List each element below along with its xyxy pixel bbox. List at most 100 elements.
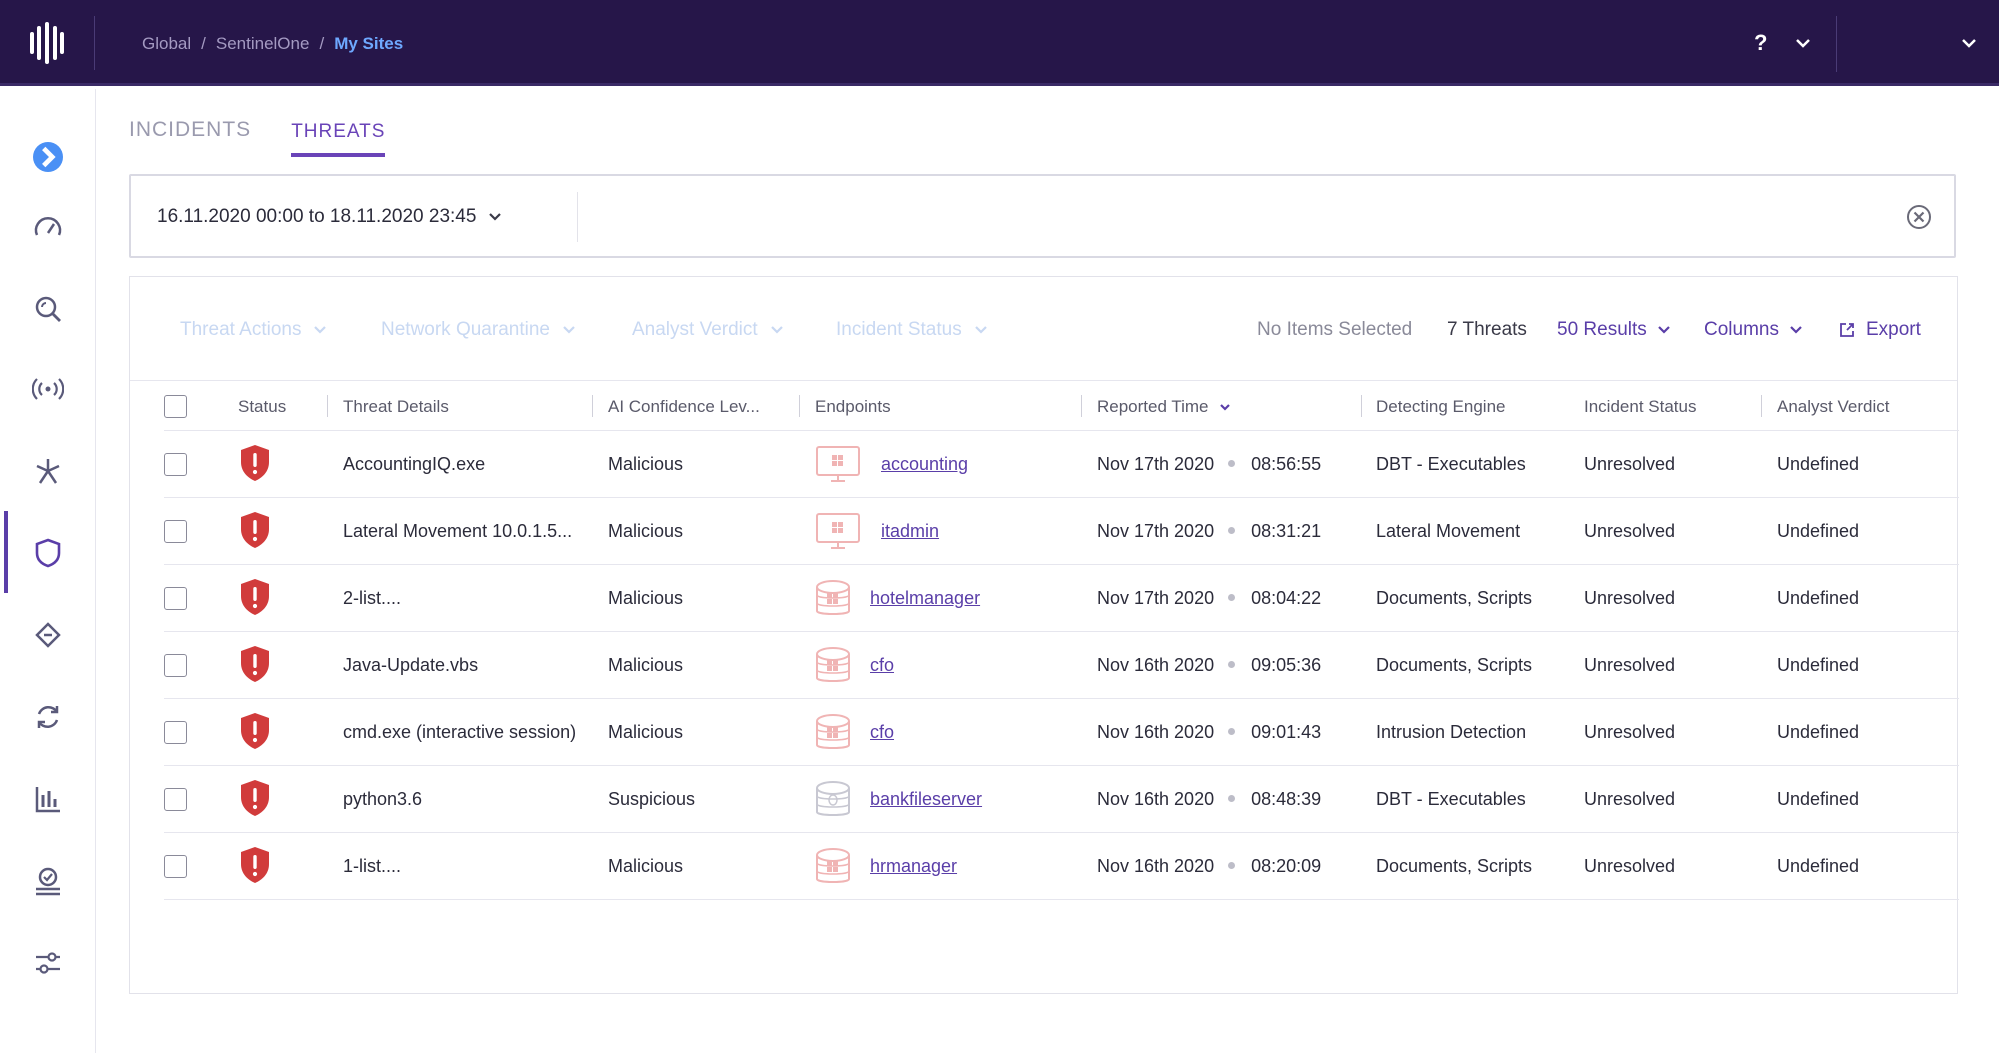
sidebar-item-threats[interactable]: [0, 511, 96, 593]
threat-shield-icon: [241, 780, 269, 816]
detecting-engine: DBT - Executables: [1376, 454, 1526, 474]
table-header: Status Threat Details AI Confidence Lev.…: [164, 381, 1959, 431]
row-checkbox[interactable]: [164, 788, 187, 811]
reported-clock: 08:48:39: [1251, 789, 1322, 809]
endpoint-link[interactable]: bankfileserver: [870, 789, 983, 809]
select-all-checkbox[interactable]: [164, 395, 187, 418]
reported-time: Nov 16th 2020 09:01:43: [1097, 722, 1321, 743]
clear-filter-icon[interactable]: [1906, 204, 1932, 230]
sidebar: [0, 89, 96, 1053]
reported-time: Nov 17th 2020 08:31:21: [1097, 521, 1321, 542]
row-checkbox[interactable]: [164, 453, 187, 476]
table-row[interactable]: AccountingIQ.exe Malicious accounting Nov 1…: [164, 431, 1959, 498]
reported-date: Nov 17th 2020: [1097, 521, 1215, 541]
analyst-verdict-dropdown[interactable]: Analyst Verdict: [632, 319, 784, 341]
detecting-engine: Documents, Scripts: [1376, 856, 1533, 876]
column-header-detecting-engine[interactable]: Detecting Engine: [1376, 397, 1506, 416]
results-per-page-dropdown[interactable]: 50 Results: [1557, 319, 1671, 341]
sidebar-item-settings[interactable]: [0, 933, 96, 993]
reported-time: Nov 16th 2020 08:20:09: [1097, 856, 1321, 877]
row-checkbox[interactable]: [164, 654, 187, 677]
threat-details[interactable]: Lateral Movement 10.0.1.5...: [343, 521, 573, 541]
date-range-picker[interactable]: 16.11.2020 00:00 to 18.11.2020 23:45: [157, 206, 502, 228]
row-checkbox[interactable]: [164, 721, 187, 744]
sidebar-item-dashboard[interactable]: [0, 199, 96, 259]
threat-actions-dropdown[interactable]: Threat Actions: [180, 319, 327, 341]
sidebar-item-network[interactable]: [0, 441, 96, 501]
reported-clock: 08:20:09: [1251, 856, 1322, 876]
help-button[interactable]: ?: [1754, 30, 1768, 55]
sync-icon: [37, 705, 59, 729]
sliders-icon: [36, 952, 60, 974]
sidebar-item-sync[interactable]: [0, 687, 96, 747]
sidebar-item-search[interactable]: [0, 279, 96, 339]
table-row[interactable]: 2-list.... Malicious hotelmanager Nov 17th …: [164, 565, 1959, 632]
sidebar-item-reports[interactable]: [0, 769, 96, 829]
table-row[interactable]: Java-Update.vbs Malicious cfo Nov 16th 2020…: [164, 632, 1959, 699]
breadcrumb-my-sites[interactable]: My Sites: [334, 34, 404, 53]
column-header-incident-status[interactable]: Incident Status: [1584, 397, 1697, 416]
reported-date: Nov 16th 2020: [1097, 789, 1215, 809]
threat-details[interactable]: cmd.exe (interactive session): [343, 722, 577, 742]
breadcrumb-sentinelone[interactable]: SentinelOne: [215, 34, 310, 53]
threat-details[interactable]: 1-list....: [343, 856, 402, 876]
separator-dot: [1228, 594, 1236, 602]
filter-divider: [577, 192, 578, 242]
column-header-endpoints[interactable]: Endpoints: [815, 397, 891, 416]
threat-details[interactable]: python3.6: [343, 789, 423, 809]
tab-threats[interactable]: THREATS: [291, 118, 386, 157]
table-row[interactable]: python3.6 Suspicious bankfileserver Nov 16t…: [164, 766, 1959, 833]
incident-status: Unresolved: [1584, 655, 1676, 675]
threats-panel: Threat Actions Network Quarantine Analys…: [129, 276, 1959, 994]
endpoint-link[interactable]: itadmin: [881, 521, 940, 541]
user-menu-chevron-icon[interactable]: [1960, 36, 1978, 50]
endpoint-link[interactable]: cfo: [870, 655, 895, 675]
column-header-reported-time[interactable]: Reported Time: [1097, 397, 1231, 417]
column-header-status[interactable]: Status: [238, 397, 287, 416]
row-checkbox[interactable]: [164, 855, 187, 878]
export-label: Export: [1866, 319, 1921, 340]
column-header-analyst-verdict[interactable]: Analyst Verdict: [1777, 397, 1890, 416]
reported-time: Nov 16th 2020 09:05:36: [1097, 655, 1321, 676]
sidebar-item-rules[interactable]: [0, 605, 96, 665]
row-checkbox[interactable]: [164, 520, 187, 543]
threat-details[interactable]: AccountingIQ.exe: [343, 454, 486, 474]
incident-status: Unresolved: [1584, 588, 1676, 608]
columns-dropdown[interactable]: Columns: [1704, 319, 1803, 341]
row-checkbox[interactable]: [164, 587, 187, 610]
column-separator: [1761, 395, 1762, 417]
threat-details[interactable]: Java-Update.vbs: [343, 655, 479, 675]
endpoint-link[interactable]: cfo: [870, 722, 895, 742]
separator-dot: [1228, 728, 1236, 736]
column-separator: [1081, 395, 1082, 417]
endpoint-link[interactable]: hrmanager: [870, 856, 958, 876]
table-row[interactable]: Lateral Movement 10.0.1.5... Malicious ita…: [164, 498, 1959, 565]
reported-date: Nov 16th 2020: [1097, 655, 1215, 675]
column-header-ai-confidence[interactable]: AI Confidence Lev...: [608, 397, 760, 416]
sidebar-expand-button[interactable]: [0, 127, 96, 187]
reported-date: Nov 16th 2020: [1097, 722, 1215, 742]
top-divider: [94, 16, 95, 70]
reported-clock: 08:04:22: [1251, 588, 1322, 608]
table-row[interactable]: 1-list.... Malicious hrmanager Nov 16th 202…: [164, 833, 1959, 900]
sentinelone-logo-icon[interactable]: [28, 22, 66, 64]
breadcrumb-global[interactable]: Global: [142, 34, 192, 53]
column-header-threat-details[interactable]: Threat Details: [343, 397, 449, 416]
table-row[interactable]: cmd.exe (interactive session) Malicious cf…: [164, 699, 1959, 766]
chevron-down-icon[interactable]: [1794, 36, 1812, 50]
endpoint-link[interactable]: accounting: [881, 454, 969, 474]
detecting-engine: Documents, Scripts: [1376, 588, 1533, 608]
chevron-down-icon: [563, 326, 575, 334]
linux-server-endpoint-icon: [816, 781, 850, 816]
export-button[interactable]: Export: [1838, 319, 1921, 341]
tab-incidents[interactable]: INCIDENTS: [129, 118, 252, 141]
network-quarantine-dropdown[interactable]: Network Quarantine: [381, 319, 576, 341]
incident-status-dropdown[interactable]: Incident Status: [836, 319, 988, 341]
reported-time: Nov 17th 2020 08:56:55: [1097, 454, 1321, 475]
threat-shield-icon: [241, 579, 269, 615]
threat-details[interactable]: 2-list....: [343, 588, 402, 608]
separator-dot: [1228, 527, 1236, 535]
sidebar-item-sentinels[interactable]: [0, 851, 96, 911]
sidebar-item-activity[interactable]: [0, 359, 96, 419]
endpoint-link[interactable]: hotelmanager: [870, 588, 981, 608]
